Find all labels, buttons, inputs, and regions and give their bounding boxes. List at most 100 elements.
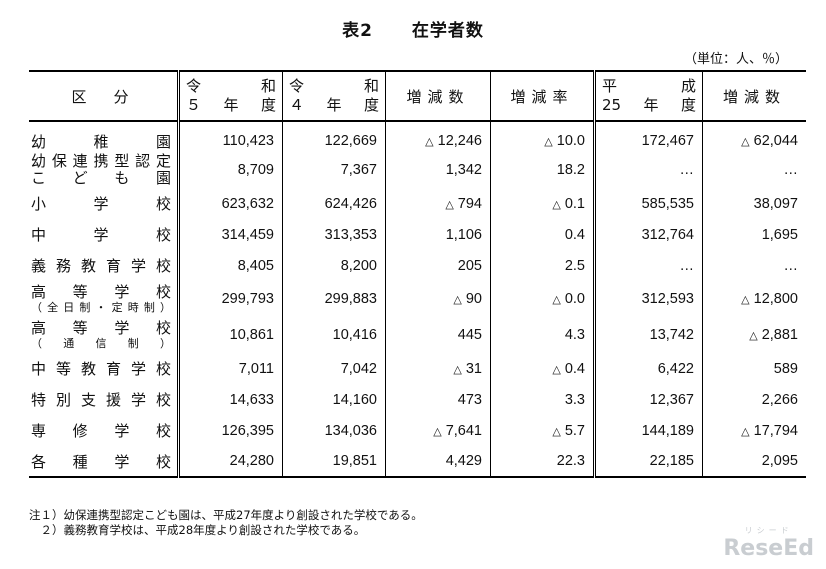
table-row: 高等学校 （全日制・定時制） 299,793 299,883 △ 90 △ 0.0 312,59…: [29, 281, 806, 317]
negative-mark: △: [453, 294, 462, 306]
cell-heisei25: 585,535: [593, 188, 703, 219]
row-label: 高等学校 （通信制）: [29, 317, 179, 353]
row-label: 中等教育学校: [29, 353, 179, 384]
cell-change-since-h25: 2,266: [702, 384, 806, 415]
cell-value: 4.3: [564, 327, 585, 343]
cell-heisei25: …: [593, 250, 703, 281]
cell-reiwa4: 19,851: [282, 446, 386, 478]
cell-value: 13,742: [649, 327, 694, 343]
cell-reiwa4: 10,416: [282, 317, 386, 353]
cell-reiwa4: 624,426: [282, 188, 386, 219]
table-title: 表2 在学者数: [0, 16, 826, 41]
cell-change: 1,342: [385, 152, 491, 188]
cell-change: 445: [385, 317, 491, 353]
header-change-since-h25: 増減数: [702, 70, 806, 122]
cell-change-since-h25: △ 62,044: [702, 121, 806, 152]
negative-mark: △: [433, 425, 442, 438]
cell-change-since-h25: △ 2,881: [702, 317, 806, 353]
cell-heisei25: 312,764: [593, 219, 703, 250]
cell-value: 24,280: [229, 453, 274, 469]
cell-change: 473: [385, 384, 491, 415]
negative-mark: △: [749, 330, 758, 342]
cell-reiwa5: 7,011: [177, 353, 283, 384]
cell-change-since-h25: 589: [702, 353, 806, 384]
footnote-2: ２）義務教育学校は、平成28年度より創設された学校である。: [29, 523, 366, 537]
cell-value: 126,395: [221, 422, 274, 439]
cell-reiwa4: 14,160: [282, 384, 386, 415]
table-caption: 在学者数: [411, 21, 484, 41]
cell-rate: 18.2: [490, 152, 595, 188]
cell-value: 7,367: [340, 162, 377, 178]
cell-value: …: [783, 257, 799, 274]
cell-rate: 3.3: [490, 384, 595, 415]
cell-heisei25: 13,742: [593, 317, 703, 353]
cell-value: 0.1: [564, 195, 585, 212]
row-label-main: 幼保連携型認定: [31, 152, 171, 170]
cell-value: 1,342: [445, 162, 482, 178]
row-label-main: 特別支援学校: [31, 391, 171, 409]
row-label-main: 中学校: [31, 226, 171, 244]
cell-change-since-h25: 1,695: [702, 219, 806, 250]
cell-reiwa5: 8,405: [177, 250, 283, 281]
cell-value: 205: [457, 257, 482, 274]
cell-rate: △ 0.4: [490, 353, 595, 384]
row-label: 中学校: [29, 219, 179, 250]
cell-value: 172,467: [641, 133, 694, 149]
cell-change: △ 794: [385, 188, 491, 219]
cell-value: 31: [465, 360, 482, 377]
cell-reiwa5: 299,793: [177, 281, 283, 317]
cell-change-since-h25: …: [702, 152, 806, 188]
cell-reiwa5: 314,459: [177, 219, 283, 250]
cell-value: 0.4: [564, 226, 585, 243]
cell-rate: 0.4: [490, 219, 595, 250]
negative-mark: △: [552, 198, 561, 211]
row-label: 小学校: [29, 188, 179, 219]
footnote-1: 注１）幼保連携型認定こども園は、平成27年度より創設された学校である。: [29, 508, 423, 522]
cell-value: 90: [465, 291, 482, 307]
cell-value: 134,036: [324, 422, 377, 439]
cell-change: △ 90: [385, 281, 491, 317]
cell-value: 314,459: [221, 226, 274, 243]
cell-change-since-h25: △ 17,794: [702, 415, 806, 446]
cell-value: 144,189: [641, 422, 694, 439]
cell-value: 62,044: [753, 133, 798, 149]
cell-reiwa4: 122,669: [282, 121, 386, 152]
cell-value: 473: [457, 391, 482, 408]
row-label-main: 専修学校: [31, 422, 171, 440]
table-body: 幼稚園 110,423 122,669 △ 12,246 △ 10.0 172,467 △ 62,…: [29, 121, 806, 478]
row-label-main: 幼稚園: [31, 132, 171, 151]
cell-reiwa5: 126,395: [177, 415, 283, 446]
cell-rate: 4.3: [490, 317, 595, 353]
cell-change-since-h25: 2,095: [702, 446, 806, 478]
negative-mark: △: [552, 425, 561, 438]
cell-value: 8,405: [237, 257, 274, 274]
table-row: 義務教育学校 8,405 8,200 205 2.5……: [29, 250, 806, 281]
cell-value: 110,423: [222, 133, 274, 149]
cell-value: 10,416: [332, 327, 377, 343]
cell-change: 205: [385, 250, 491, 281]
cell-value: 10,861: [229, 327, 274, 343]
cell-value: 10.0: [556, 133, 585, 149]
cell-reiwa4: 8,200: [282, 250, 386, 281]
cell-rate: 2.5: [490, 250, 595, 281]
table-row: 幼保連携型認定 こども園 8,709 7,367 1,342 18.2……: [29, 152, 806, 188]
table-row: 専修学校 126,395 134,036 △ 7,641 △ 5.7 144,189 △ 17,7…: [29, 415, 806, 446]
cell-value: 2,266: [761, 391, 798, 408]
cell-reiwa5: 110,423: [177, 121, 283, 152]
cell-reiwa4: 299,883: [282, 281, 386, 317]
cell-value: 2.5: [564, 257, 585, 274]
cell-value: 7,042: [340, 360, 377, 377]
cell-value: 12,367: [649, 391, 694, 408]
cell-rate: △ 0.0: [490, 281, 595, 317]
cell-change: △ 7,641: [385, 415, 491, 446]
cell-change: △ 12,246: [385, 121, 491, 152]
negative-mark: △: [544, 136, 553, 148]
cell-change: △ 31: [385, 353, 491, 384]
negative-mark: △: [552, 294, 561, 306]
cell-value: 1,106: [445, 226, 482, 243]
row-label-main: 小学校: [31, 195, 171, 213]
cell-value: 17,794: [753, 422, 798, 439]
footnotes: 注１）幼保連携型認定こども園は、平成27年度より創設された学校である。 ２）義務…: [29, 508, 423, 538]
